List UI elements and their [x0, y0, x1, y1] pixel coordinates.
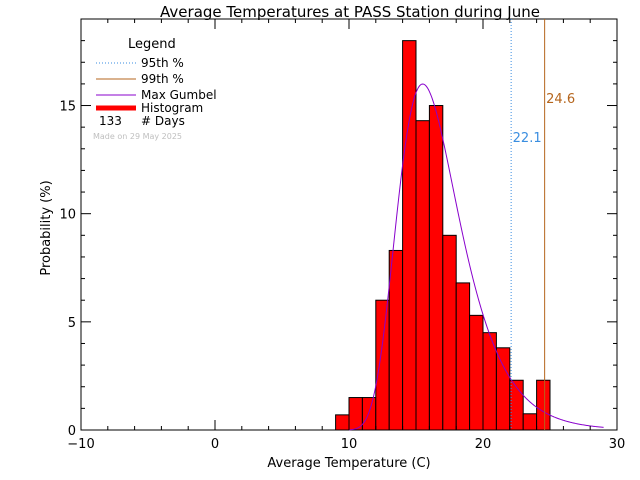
x-tick-label: 10	[341, 437, 358, 452]
x-tick-label: 20	[475, 437, 492, 452]
x-tick-label: 0	[211, 437, 219, 452]
legend-days-label: # Days	[141, 114, 185, 128]
y-tick-label: 15	[59, 100, 76, 115]
legend-title: Legend	[128, 37, 176, 52]
chart-title: Average Temperatures at PASS Station dur…	[160, 3, 540, 21]
legend: Legend 95th % 99th % Max Gumbel Histogra…	[96, 37, 217, 128]
histogram-bar	[495, 347, 511, 431]
histogram-bar	[348, 397, 363, 431]
histogram-bar	[388, 249, 404, 431]
histogram-bar	[536, 379, 551, 431]
histogram-bar	[442, 234, 457, 431]
histogram-bar	[375, 299, 390, 431]
histogram-bar	[415, 120, 430, 431]
legend-histogram-label: Histogram	[141, 101, 203, 115]
histogram-bar	[469, 314, 484, 431]
x-axis-ticks: −10 0 10 20 30	[67, 19, 625, 452]
y-axis-label: Probability (%)	[39, 180, 54, 275]
legend-gumbel-label: Max Gumbel	[141, 88, 217, 102]
percentile-95-label: 22.1	[513, 131, 542, 146]
made-on-note: Made on 29 May 2025	[93, 132, 182, 141]
y-tick-label: 0	[68, 424, 76, 439]
y-tick-label: 5	[68, 316, 76, 331]
y-axis-ticks: 0 5 10 15	[59, 18, 617, 439]
x-tick-label: 30	[609, 437, 626, 452]
histogram-bar	[335, 414, 350, 431]
histogram-bar	[522, 413, 538, 431]
y-tick-label: 10	[59, 208, 76, 223]
histogram-bars	[335, 40, 551, 431]
histogram-bar	[455, 282, 471, 431]
histogram-bar	[509, 379, 524, 431]
gumbel-curve	[348, 83, 604, 431]
x-tick-label: −10	[67, 437, 94, 452]
legend-99-label: 99th %	[141, 72, 184, 86]
legend-95-label: 95th %	[141, 56, 184, 70]
histogram-bar	[428, 105, 444, 431]
histogram-bar	[361, 397, 377, 431]
percentile-99-label: 24.6	[546, 92, 575, 107]
legend-days-count: 133	[99, 114, 122, 128]
x-axis-label: Average Temperature (C)	[267, 456, 430, 471]
